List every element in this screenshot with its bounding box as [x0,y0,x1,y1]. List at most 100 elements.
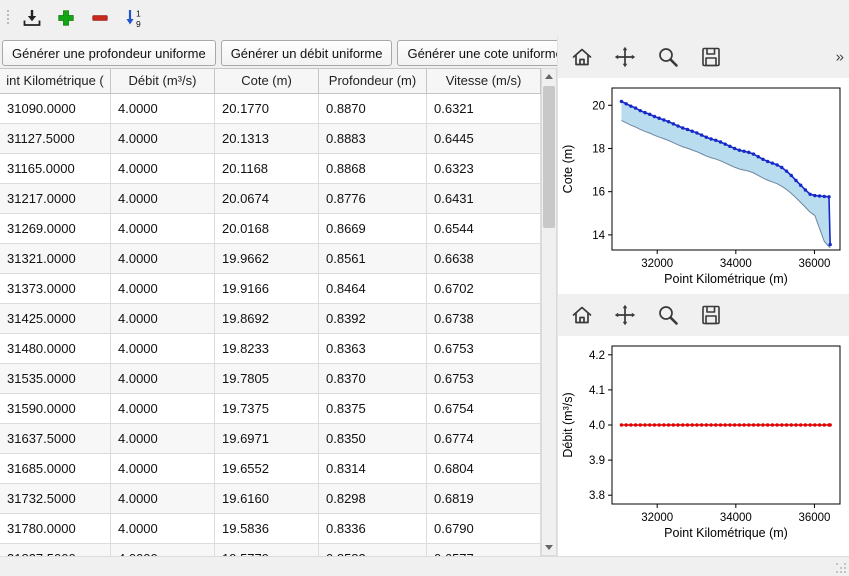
table-cell[interactable]: 0.8883 [319,124,427,154]
table-row[interactable]: 31685.0000 4.0000 19.6552 0.8314 0.6804 [0,454,541,484]
table-row[interactable]: 31780.0000 4.0000 19.5836 0.8336 0.6790 [0,514,541,544]
table-row[interactable]: 31590.0000 4.0000 19.7375 0.8375 0.6754 [0,394,541,424]
table-cell[interactable]: 20.0674 [215,184,319,214]
table-cell[interactable]: 19.5836 [215,514,319,544]
table-row[interactable]: 31127.5000 4.0000 20.1313 0.8883 0.6445 [0,124,541,154]
table-cell[interactable]: 19.7375 [215,394,319,424]
table-cell[interactable]: 4.0000 [111,214,215,244]
table-cell[interactable]: 31217.0000 [0,184,111,214]
add-row-button[interactable] [52,4,80,32]
table-cell[interactable]: 0.8298 [319,484,427,514]
table-cell[interactable]: 0.6790 [427,514,541,544]
table-scrollbar[interactable] [541,68,557,556]
table-cell[interactable]: 4.0000 [111,184,215,214]
table-cell[interactable]: 19.6160 [215,484,319,514]
table-cell[interactable]: 0.6804 [427,454,541,484]
table-cell[interactable]: 0.8375 [319,394,427,424]
table-cell[interactable]: 0.8370 [319,364,427,394]
table-cell[interactable]: 31535.0000 [0,364,111,394]
table-cell[interactable]: 4.0000 [111,484,215,514]
table-cell[interactable]: 0.8669 [319,214,427,244]
table-cell[interactable]: 0.6323 [427,154,541,184]
generate-uniform-level-button[interactable]: Générer une cote uniforme [397,40,573,66]
chart2-zoom-button[interactable] [654,301,682,329]
table-cell[interactable]: 0.8350 [319,424,427,454]
table-cell[interactable]: 19.9662 [215,244,319,274]
table-cell[interactable]: 19.6552 [215,454,319,484]
toolbar-drag-handle[interactable] [4,10,12,26]
table-cell[interactable]: 0.8464 [319,274,427,304]
resize-grip[interactable] [836,563,846,573]
scrollbar-thumb[interactable] [543,86,555,228]
table-cell[interactable]: 0.8363 [319,334,427,364]
table-cell[interactable]: 19.7805 [215,364,319,394]
table-cell[interactable]: 0.8583 [319,544,427,556]
table-cell[interactable]: 19.9166 [215,274,319,304]
table-cell[interactable]: 4.0000 [111,304,215,334]
table-row[interactable]: 31535.0000 4.0000 19.7805 0.8370 0.6753 [0,364,541,394]
table-cell[interactable]: 19.5779 [215,544,319,556]
toolbar-overflow-chevron[interactable]: » [835,48,844,66]
table-cell[interactable]: 31373.0000 [0,274,111,304]
table-cell[interactable]: 0.8392 [319,304,427,334]
table-cell[interactable]: 0.8336 [319,514,427,544]
column-header[interactable]: Débit (m³/s) [111,69,215,93]
table-cell[interactable]: 0.8314 [319,454,427,484]
table-cell[interactable]: 4.0000 [111,454,215,484]
table-cell[interactable]: 31090.0000 [0,94,111,124]
chart1-pan-button[interactable] [611,43,639,71]
table-row[interactable]: 31269.0000 4.0000 20.0168 0.8669 0.6544 [0,214,541,244]
table-row[interactable]: 31373.0000 4.0000 19.9166 0.8464 0.6702 [0,274,541,304]
chart2-save-button[interactable] [697,301,725,329]
table-cell[interactable]: 31590.0000 [0,394,111,424]
table-cell[interactable]: 0.6738 [427,304,541,334]
table-cell[interactable]: 20.1313 [215,124,319,154]
table-cell[interactable]: 4.0000 [111,544,215,556]
table-cell[interactable]: 0.6702 [427,274,541,304]
table-row[interactable]: 31732.5000 4.0000 19.6160 0.8298 0.6819 [0,484,541,514]
table-cell[interactable]: 31637.5000 [0,424,111,454]
table-cell[interactable]: 19.8233 [215,334,319,364]
table-cell[interactable]: 4.0000 [111,334,215,364]
chart1-save-button[interactable] [697,43,725,71]
import-table-button[interactable] [18,4,46,32]
table-cell[interactable]: 31425.0000 [0,304,111,334]
table-cell[interactable]: 0.6577 [427,544,541,556]
debit-chart[interactable]: 32000 34000 36000 3.8 3.9 4.0 4.1 4.2 Point Kilo… [558,336,849,548]
sort-rows-button[interactable]: 1 9 [120,4,148,32]
table-cell[interactable]: 4.0000 [111,514,215,544]
chart1-home-button[interactable] [568,43,596,71]
table-cell[interactable]: 0.8776 [319,184,427,214]
panel-splitter[interactable] [557,36,558,556]
table-cell[interactable]: 4.0000 [111,394,215,424]
table-cell[interactable]: 20.1770 [215,94,319,124]
table-cell[interactable]: 0.6753 [427,334,541,364]
table-cell[interactable]: 4.0000 [111,244,215,274]
table-cell[interactable]: 4.0000 [111,154,215,184]
table-cell[interactable]: 0.6445 [427,124,541,154]
chart1-zoom-button[interactable] [654,43,682,71]
table-row[interactable]: 31637.5000 4.0000 19.6971 0.8350 0.6774 [0,424,541,454]
table-cell[interactable]: 20.1168 [215,154,319,184]
table-row[interactable]: 31165.0000 4.0000 20.1168 0.8868 0.6323 [0,154,541,184]
table-cell[interactable]: 31127.5000 [0,124,111,154]
table-cell[interactable]: 31321.0000 [0,244,111,274]
table-cell[interactable]: 4.0000 [111,124,215,154]
table-cell[interactable]: 0.8561 [319,244,427,274]
generate-uniform-flow-button[interactable]: Générer un débit uniforme [220,40,393,66]
table-cell[interactable]: 31685.0000 [0,454,111,484]
column-header[interactable]: int Kilométrique ( [0,69,111,93]
table-cell[interactable]: 4.0000 [111,94,215,124]
cote-chart[interactable]: 32000 34000 36000 14 16 18 20 Point Kilométriqu… [558,78,849,294]
table-cell[interactable]: 0.6753 [427,364,541,394]
table-row[interactable]: 31090.0000 4.0000 20.1770 0.8870 0.6321 [0,94,541,124]
column-header[interactable]: Profondeur (m) [319,69,427,93]
scroll-up-arrow[interactable] [542,69,556,84]
table-cell[interactable]: 0.6774 [427,424,541,454]
table-cell[interactable]: 4.0000 [111,274,215,304]
chart2-home-button[interactable] [568,301,596,329]
table-cell[interactable]: 0.6754 [427,394,541,424]
table-cell[interactable]: 0.6819 [427,484,541,514]
table-cell[interactable]: 31827.5000 [0,544,111,556]
